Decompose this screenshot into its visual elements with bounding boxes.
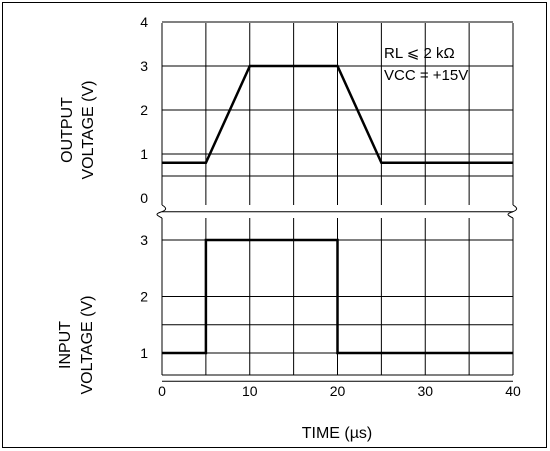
output-y-tick-0: 0 [140, 190, 148, 206]
input-y-tick-3: 3 [140, 232, 148, 248]
axis-break-left [156, 204, 167, 219]
figure-frame [2, 2, 547, 448]
x-tick-0: 0 [158, 383, 166, 399]
x-tick-40: 40 [505, 383, 521, 399]
output-y-tick-4: 4 [140, 14, 148, 30]
output-y-tick-2: 2 [140, 102, 148, 118]
input-y-tick-2: 2 [140, 289, 148, 305]
output-ylabel-line-1: OUTPUT [59, 97, 76, 163]
axis-break-marks [156, 204, 518, 219]
output-y-tick-3: 3 [140, 58, 148, 74]
annotation-line-1: RL ⩽ 2 kΩ [384, 45, 455, 62]
annotation-line-2: VCC = +15V [384, 67, 468, 84]
plot-frame [161, 23, 514, 376]
output-voltage-trace-0 [162, 64, 513, 165]
x-tick-10: 10 [242, 383, 258, 399]
input-ylabel-line-2: VOLTAGE (V) [79, 296, 96, 395]
x-tick-30: 30 [417, 383, 433, 399]
input-voltage-trace-0 [162, 238, 513, 355]
x-axis-label: TIME (µs) [302, 425, 373, 442]
input-ylabel-line-1: INPUT [57, 321, 74, 369]
input-y-tick-1: 1 [140, 345, 148, 361]
x-tick-20: 20 [330, 383, 346, 399]
series-layer [162, 64, 513, 355]
output-ylabel-line-2: VOLTAGE (V) [80, 81, 97, 180]
output-y-tick-1: 1 [140, 146, 148, 162]
axis-break-right [507, 204, 518, 219]
